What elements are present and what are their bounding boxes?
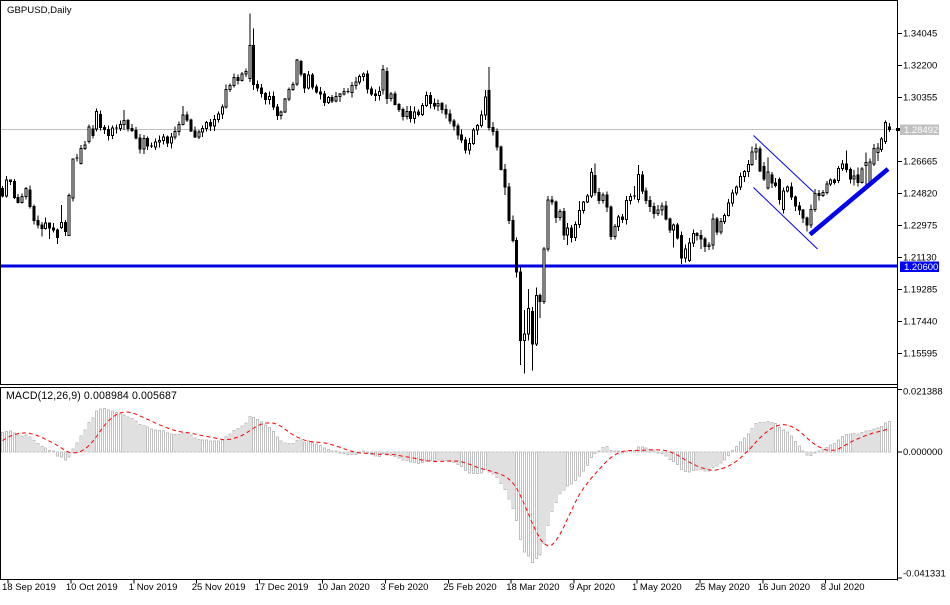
svg-text:17 Dec 2019: 17 Dec 2019 <box>255 582 309 593</box>
svg-text:1.20600: 1.20600 <box>904 262 938 273</box>
svg-text:3 Feb 2020: 3 Feb 2020 <box>380 582 428 593</box>
svg-text:8 Jul 2020: 8 Jul 2020 <box>821 582 865 593</box>
svg-text:1.22975: 1.22975 <box>903 221 937 232</box>
svg-text:16 Jun 2020: 16 Jun 2020 <box>758 582 810 593</box>
svg-text:1.30355: 1.30355 <box>903 93 937 104</box>
svg-text:1 May 2020: 1 May 2020 <box>632 582 682 593</box>
svg-text:1.21130: 1.21130 <box>903 253 937 264</box>
svg-text:10 Jan 2020: 10 Jan 2020 <box>318 582 370 593</box>
svg-text:25 Nov 2019: 25 Nov 2019 <box>192 582 246 593</box>
svg-text:1.24820: 1.24820 <box>903 189 937 200</box>
svg-text:1.28492: 1.28492 <box>904 125 938 136</box>
svg-text:1.15595: 1.15595 <box>903 349 937 360</box>
svg-text:10 Oct 2019: 10 Oct 2019 <box>66 582 118 593</box>
svg-text:1.26665: 1.26665 <box>903 157 937 168</box>
svg-text:0.021388: 0.021388 <box>903 387 943 398</box>
svg-text:-0.041331: -0.041331 <box>903 569 946 580</box>
svg-text:1.19285: 1.19285 <box>903 285 937 296</box>
svg-text:0.000000: 0.000000 <box>903 447 943 458</box>
svg-text:9 Apr 2020: 9 Apr 2020 <box>569 582 615 593</box>
svg-text:MACD(12,26,9) 0.008984 0.00568: MACD(12,26,9) 0.008984 0.005687 <box>6 390 177 402</box>
svg-text:1.32200: 1.32200 <box>903 61 937 72</box>
svg-text:1.34045: 1.34045 <box>903 29 937 40</box>
svg-text:25 Feb 2020: 25 Feb 2020 <box>443 582 496 593</box>
svg-text:18 Sep 2019: 18 Sep 2019 <box>2 582 56 593</box>
svg-text:18 Mar 2020: 18 Mar 2020 <box>506 582 559 593</box>
svg-text:1.17440: 1.17440 <box>903 317 937 328</box>
svg-text:GBPUSD,Daily: GBPUSD,Daily <box>7 5 72 16</box>
svg-text:1 Nov 2019: 1 Nov 2019 <box>129 582 178 593</box>
svg-text:25 May 2020: 25 May 2020 <box>695 582 750 593</box>
